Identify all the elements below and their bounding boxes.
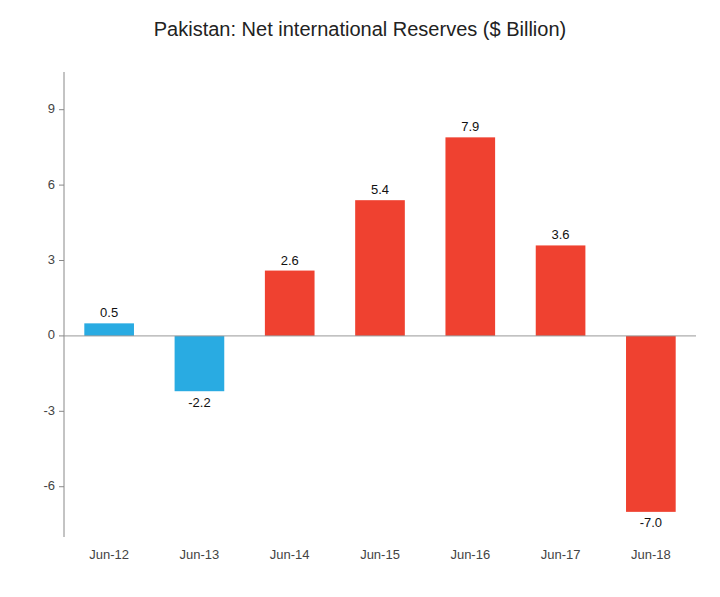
bars [84,137,675,512]
bar [445,137,495,336]
data-label: 5.4 [371,182,389,197]
y-tick-label: -3 [43,403,55,418]
x-tick-label: Jun-14 [270,547,310,562]
x-tick-label: Jun-15 [360,547,400,562]
bar [175,336,225,391]
data-label: 2.6 [281,253,299,268]
data-label: -7.0 [640,515,662,530]
y-tick-label: 3 [48,252,55,267]
title: Pakistan: Net international Reserves ($ … [154,18,566,40]
y-tick [59,411,64,412]
y-tick-label: -6 [43,478,55,493]
y-tick-label: 0 [48,327,55,342]
x-tick-label: Jun-18 [631,547,671,562]
y-tick [59,260,64,261]
x-tick-label: Jun-12 [89,547,129,562]
bar [626,336,676,512]
x-tick-label: Jun-17 [541,547,581,562]
bar [265,271,315,336]
y-tick [59,335,64,336]
zero-line [64,335,696,336]
y-tick [59,486,64,487]
y-tick [59,109,64,110]
data-label: 7.9 [461,119,479,134]
chart: Pakistan: Net international Reserves ($ … [0,0,720,597]
y-tick-label: 6 [48,177,55,192]
bar [84,323,134,336]
bar [355,200,405,336]
bar [536,245,586,335]
data-label: -2.2 [188,395,210,410]
x-tick-label: Jun-13 [180,547,220,562]
y-tick [59,185,64,186]
x-tick-label: Jun-16 [450,547,490,562]
data-label: 3.6 [552,227,570,242]
data-label: 0.5 [100,305,118,320]
y-axis-line [64,72,65,537]
y-tick-label: 9 [48,101,55,116]
